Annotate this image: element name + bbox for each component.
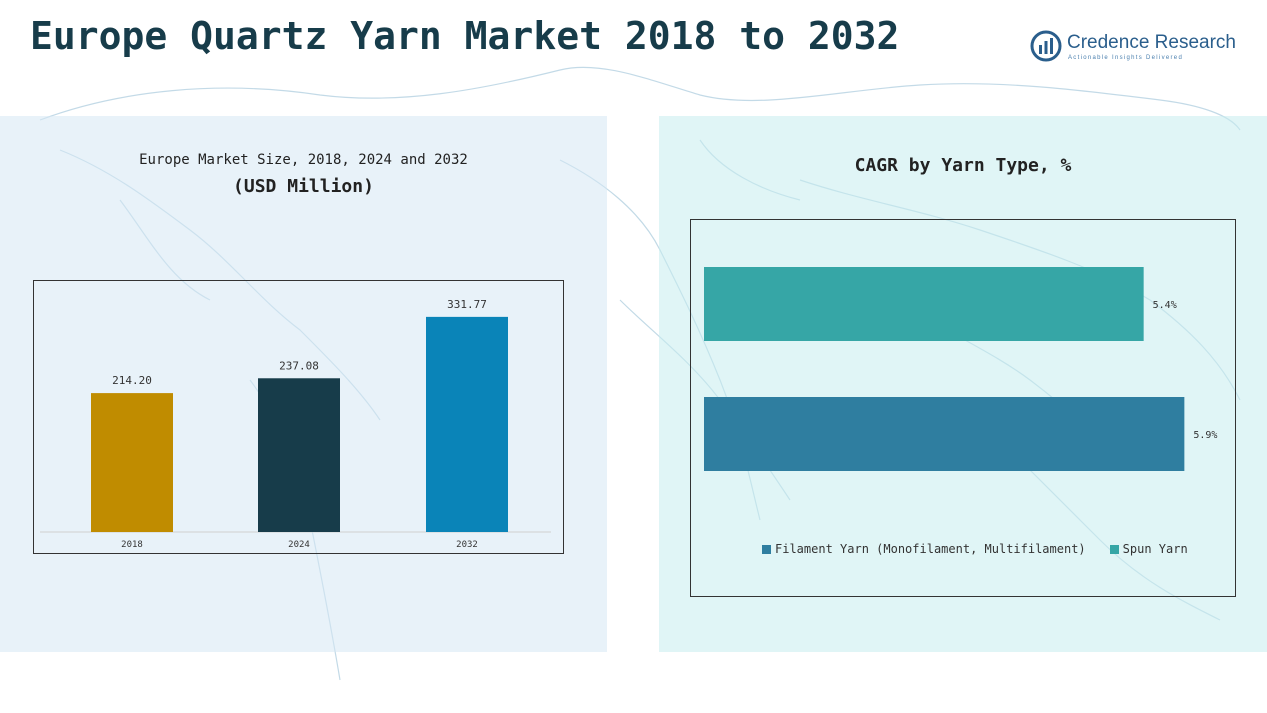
x-tick-label-2018: 2018 — [121, 540, 143, 550]
legend-swatch-spun — [1109, 544, 1119, 554]
bar-2024 — [258, 378, 340, 532]
bar-spun-yarn — [704, 267, 1144, 341]
credence-logo-icon — [1030, 30, 1062, 62]
legend-swatch-filament — [762, 544, 771, 554]
bar-2032 — [426, 316, 508, 532]
x-tick-label-2032: 2032 — [456, 540, 478, 550]
brand-name: Credence Research — [1067, 32, 1236, 53]
cagr-panel — [659, 116, 1267, 652]
market-size-chart-title: Europe Market Size, 2018, 2024 and 2032 — [139, 152, 468, 168]
x-tick-label-2024: 2024 — [288, 540, 310, 550]
bar-2018 — [91, 393, 173, 532]
cagr-chart-frame: 5.4% 5.9% — [690, 219, 1236, 597]
brand-tagline: Actionable Insights Delivered — [1068, 55, 1184, 61]
data-label-2032: 331.77 — [447, 298, 487, 311]
market-size-chart-frame: 214.20 2018 237.08 2024 331.77 2032 — [33, 280, 564, 554]
data-label-filament-yarn: 5.9% — [1193, 430, 1217, 441]
cagr-bar-chart: 5.4% 5.9% — [704, 267, 1217, 471]
data-label-2018: 214.20 — [112, 374, 152, 387]
market-size-chart-subtitle: (USD Million) — [233, 176, 374, 197]
data-label-2024: 237.08 — [279, 359, 319, 372]
legend-label-filament: Filament Yarn (Monofilament, Multifilame… — [775, 542, 1086, 556]
brand-logo: Credence Research Actionable Insights De… — [1030, 28, 1240, 68]
data-label-spun-yarn: 5.4% — [1153, 300, 1177, 311]
cagr-chart-title: CAGR by Yarn Type, % — [854, 155, 1072, 176]
cagr-legend: Filament Yarn (Monofilament, Multifilame… — [762, 542, 1188, 556]
legend-item-spun: Spun Yarn — [1109, 542, 1188, 556]
legend-item-filament: Filament Yarn (Monofilament, Multifilame… — [762, 542, 1086, 556]
market-size-bar-chart: 214.20 2018 237.08 2024 331.77 2032 — [40, 298, 551, 550]
page-title: Europe Quartz Yarn Market 2018 to 2032 — [30, 14, 900, 58]
legend-label-spun: Spun Yarn — [1122, 542, 1188, 556]
bar-filament-yarn — [704, 397, 1185, 471]
